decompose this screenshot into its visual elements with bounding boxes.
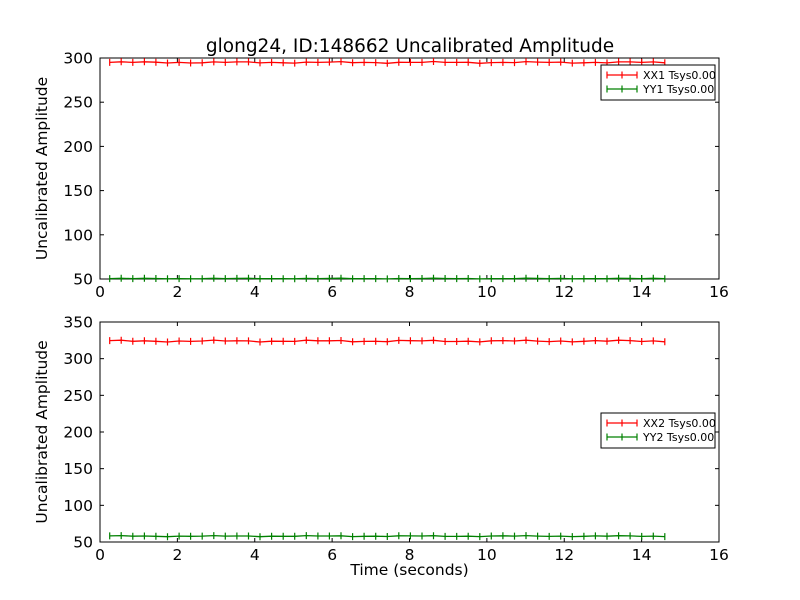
- y-tick-label: 200: [63, 138, 93, 156]
- series-markers-xx2: [109, 336, 666, 346]
- x-tick-label: 4: [250, 546, 260, 564]
- y-tick-label: 150: [63, 460, 93, 478]
- x-tick-label: 10: [477, 283, 497, 301]
- x-tick-label: 12: [554, 283, 574, 301]
- x-tick-label: 6: [327, 283, 337, 301]
- y-tick-label: 50: [73, 534, 93, 552]
- legend-label: YY2 Tsys0.00: [642, 431, 714, 444]
- x-tick-label: 10: [477, 546, 497, 564]
- y-tick-label: 250: [63, 94, 93, 112]
- series-markers-yy2: [109, 532, 666, 541]
- y-tick-label: 300: [63, 50, 93, 68]
- x-tick-label: 16: [709, 283, 729, 301]
- legend-label: YY1 Tsys0.00: [642, 83, 714, 96]
- x-tick-label: 4: [250, 283, 260, 301]
- y-tick-label: 150: [63, 182, 93, 200]
- series-markers-yy1: [109, 274, 666, 283]
- x-axis-label: Time (seconds): [349, 561, 468, 579]
- y-tick-label: 100: [63, 226, 93, 244]
- x-tick-label: 8: [405, 283, 415, 301]
- legend-label: XX2 Tsys0.00: [643, 417, 716, 430]
- series-markers-xx1: [109, 58, 666, 67]
- y-axis-label: Uncalibrated Amplitude: [33, 340, 51, 523]
- x-tick-label: 14: [632, 546, 652, 564]
- legend-label: XX1 Tsys0.00: [643, 69, 716, 82]
- x-tick-label: 12: [554, 546, 574, 564]
- x-tick-label: 16: [709, 546, 729, 564]
- y-axis-label: Uncalibrated Amplitude: [33, 77, 51, 260]
- x-tick-label: 2: [172, 283, 182, 301]
- legend-box-top: [600, 64, 716, 101]
- x-tick-label: 0: [95, 546, 105, 564]
- y-tick-label: 300: [63, 350, 93, 368]
- y-tick-label: 350: [63, 314, 93, 332]
- x-tick-label: 6: [327, 546, 337, 564]
- y-tick-label: 200: [63, 424, 93, 442]
- x-tick-label: 2: [172, 546, 182, 564]
- chart-title: glong24, ID:148662 Uncalibrated Amplitud…: [206, 36, 614, 57]
- x-tick-label: 0: [95, 283, 105, 301]
- y-tick-label: 50: [73, 271, 93, 289]
- x-tick-label: 14: [632, 283, 652, 301]
- x-tick-label: 8: [405, 546, 415, 564]
- y-tick-label: 100: [63, 497, 93, 515]
- y-tick-label: 250: [63, 387, 93, 405]
- legend-box-bottom: [600, 412, 716, 449]
